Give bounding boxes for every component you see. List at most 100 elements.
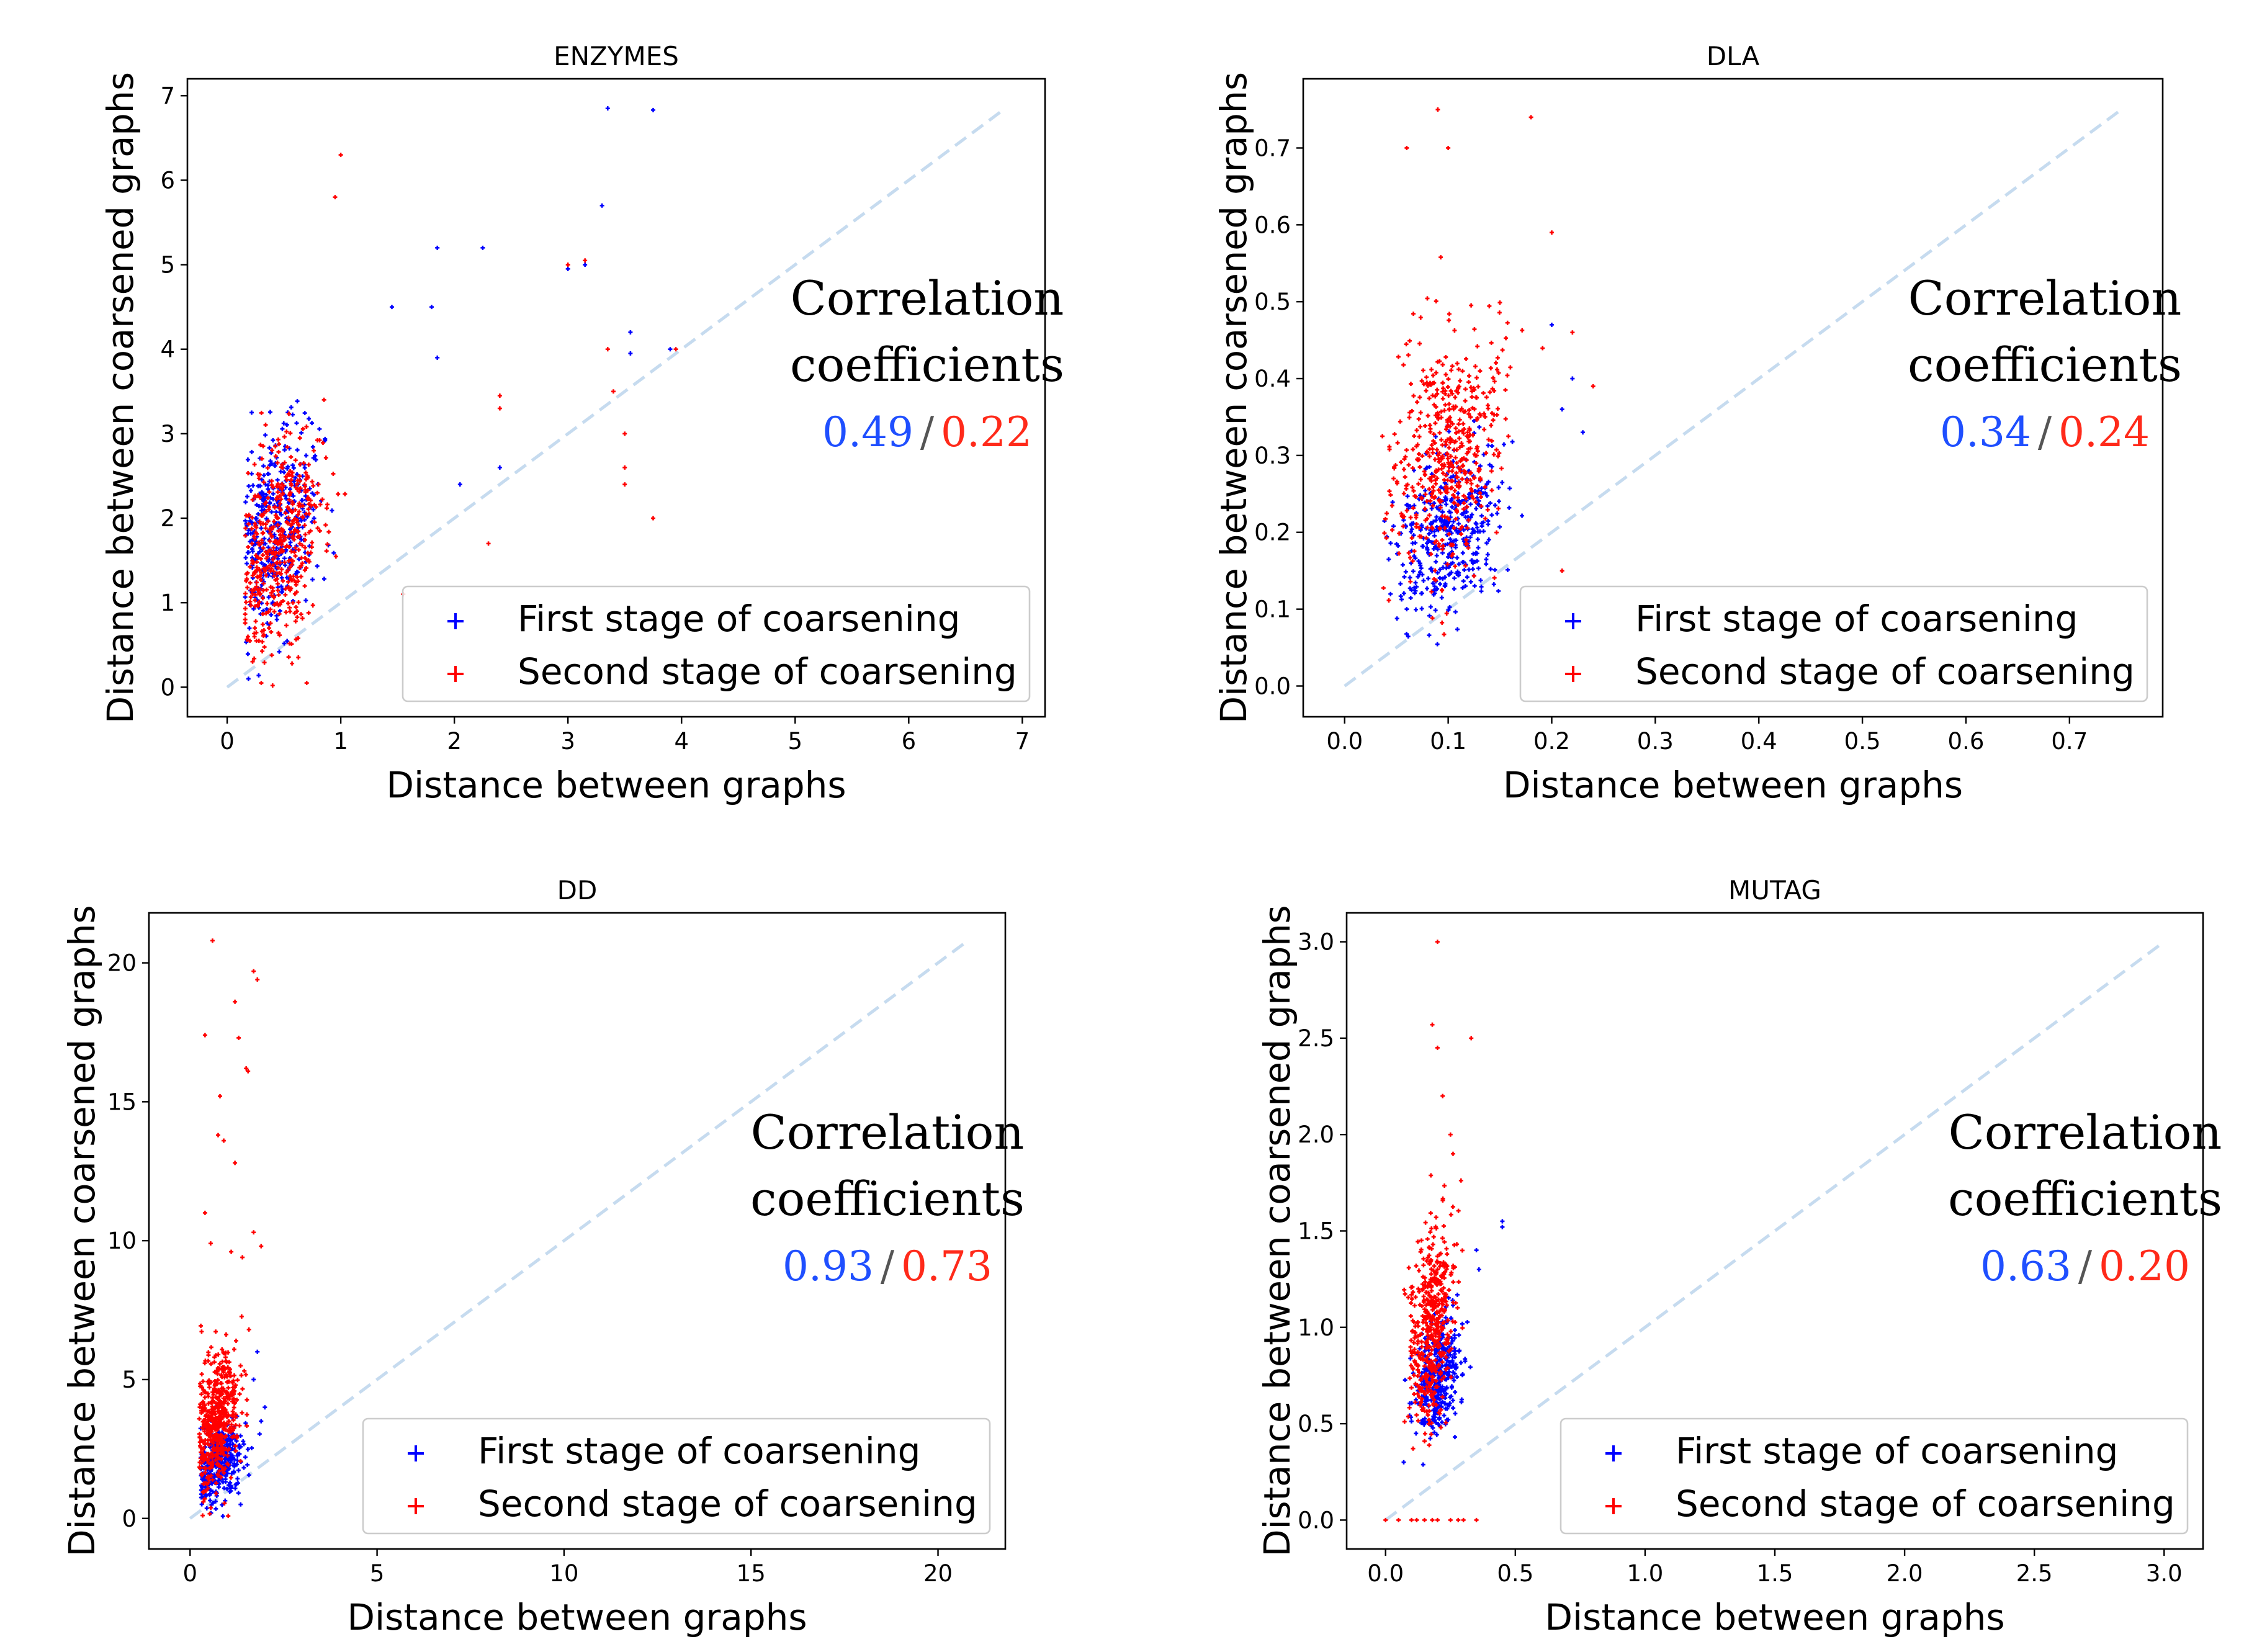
data-point [1447,1401,1452,1406]
data-point [310,603,315,608]
data-point [1416,1350,1420,1355]
legend-entry-first-stage: First stage of coarsening [478,1430,920,1472]
data-point [1401,491,1406,496]
data-point [1479,521,1484,526]
data-point [1423,1220,1428,1225]
data-point [1429,1432,1434,1437]
data-point [215,1448,220,1453]
data-point [1474,1248,1479,1253]
data-point [628,351,633,356]
data-point [293,545,298,550]
data-point [1489,444,1494,449]
data-point [1442,1183,1447,1188]
data-point [1428,1277,1433,1282]
y-tick-label: 0.0 [1254,673,1291,699]
data-point [1476,545,1481,550]
data-point [275,523,280,527]
data-point [1427,454,1432,459]
data-point [1443,1420,1448,1425]
data-point [1434,1420,1438,1425]
data-point [269,478,274,483]
data-point [1447,517,1452,522]
data-point [284,474,289,479]
data-point [207,1427,212,1432]
legend-entry-first-stage: First stage of coarsening [1676,1430,2118,1472]
data-point [1485,552,1490,557]
data-point [215,1366,220,1371]
data-point [262,660,267,665]
data-point [611,389,616,394]
data-point [225,1394,230,1399]
data-point [304,511,309,516]
data-point [1475,529,1480,534]
data-point [1448,542,1453,547]
data-point [271,485,276,490]
data-point [293,475,298,480]
data-point [284,429,289,434]
data-point [1401,1460,1406,1465]
data-point [1417,1394,1422,1399]
data-point [1419,379,1424,384]
data-point [1450,364,1455,369]
data-point [253,604,258,609]
data-point [1438,485,1443,490]
data-point [1417,570,1422,575]
y-tick-label: 10 [107,1228,137,1254]
data-point [1428,1367,1433,1371]
data-point [295,512,300,517]
data-point [256,504,261,509]
data-point [294,604,298,609]
data-point [1424,536,1429,541]
data-point [271,545,276,550]
data-point [222,1486,227,1491]
data-point [227,1360,231,1365]
data-point [1429,1272,1434,1277]
data-point [1419,1407,1424,1412]
data-point [1410,1328,1415,1333]
data-point [1424,1358,1429,1363]
data-point [313,457,318,462]
data-point [202,1403,207,1407]
data-point [1439,466,1444,471]
data-point [1437,1342,1442,1347]
data-point [199,1371,204,1376]
data-point [269,653,274,658]
data-point [270,448,275,453]
data-point [1434,578,1438,583]
data-point [1425,1337,1430,1342]
data-point [267,410,272,415]
data-point [1441,386,1446,391]
data-point [1448,1375,1453,1380]
data-point [1434,299,1438,303]
data-point [1449,570,1454,575]
data-point [1427,382,1432,387]
data-point [263,501,267,506]
data-point [1463,563,1468,568]
data-point [228,1439,233,1443]
data-point [221,1386,226,1391]
data-point [1404,145,1409,150]
data-point [1428,604,1433,609]
data-point [1429,1288,1434,1293]
data-point [310,421,315,426]
data-point [272,573,277,578]
data-point [1447,1349,1452,1353]
data-point [230,1442,235,1447]
data-point [1434,518,1438,523]
data-point [1407,1405,1412,1410]
data-point [1455,555,1460,560]
y-tick-label: 0.4 [1254,366,1291,392]
data-point [1495,355,1500,360]
data-point [1406,550,1411,555]
data-point [302,411,307,416]
x-tick-label: 5 [370,1560,385,1587]
data-point [1446,1373,1451,1378]
data-point [1414,1264,1419,1268]
data-point [1445,385,1450,390]
data-point [277,570,282,575]
data-point [1450,391,1455,396]
y-axis-label: Distance between coarsened graphs [61,905,103,1557]
data-point [1420,1462,1425,1467]
